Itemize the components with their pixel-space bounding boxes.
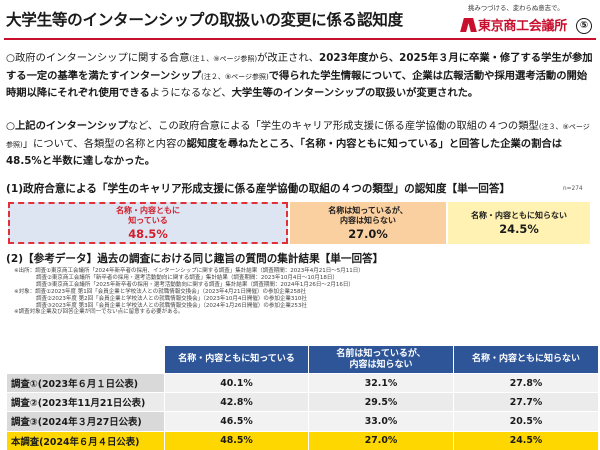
bar2-label-line1: 名称は知っているが、	[328, 205, 408, 215]
row-label: 本調査(2024年６月４日公表)	[6, 430, 165, 450]
row-label: 調査③(2024年３月27日公表)	[6, 411, 165, 432]
table-cell: 24.5%	[453, 430, 599, 450]
column-header-line: 名前は知っているが、	[336, 348, 426, 359]
bar3-value: 24.5%	[499, 221, 539, 236]
intro2-text-1: ○	[6, 120, 15, 132]
table-row: 調査①(2023年６月１日公表) 40.1% 32.1% 27.8%	[6, 372, 599, 394]
intro-paragraph-2: ○上記のインターンシップなど、この政府合意による「学生のキャリア形成支援に係る産…	[6, 118, 596, 170]
table-row-highlighted: 本調査(2024年６月４日公表) 48.5% 27.0% 24.5%	[6, 430, 599, 450]
bar-segment-unaware: 名称・内容ともに知らない 24.5%	[448, 202, 590, 244]
column-header: 名前は知っているが、 内容は知らない	[308, 345, 454, 374]
intro2-bold-2: 認知度を尋ねたところ、「名称・内容ともに知っている」と回答した企業の割合は48.…	[6, 137, 562, 168]
intro1-bold-2: で得られた学生情報について、企業は広報活動や採用選考活動の開始時期以降にそれぞれ…	[6, 69, 588, 100]
table-cell: 20.5%	[453, 411, 599, 432]
table-corner-cell	[6, 345, 165, 374]
page-number: ⑤	[576, 18, 592, 34]
page-header: 大学生等のインターンシップの取扱いの変更に係る認知度 挑みつづける、変わらぬ意志…	[0, 0, 600, 42]
table-row: 調査②(2023年11月21日公表) 42.8% 29.5% 27.7%	[6, 392, 599, 413]
title-underline	[4, 38, 596, 40]
column-header: 名称・内容ともに知らない	[453, 345, 599, 374]
intro1-note-1: (注１、⑨ページ参照)	[189, 55, 258, 63]
org-logo: 東京商工会議所	[460, 15, 567, 34]
note-line: ※対象：調査①2023年度 第1回「会員企業と学校法人との就職情報交換会」（20…	[14, 288, 306, 295]
note-line: ※調査対象企業及び回答企業が同一でない点に留意する必要がある。	[14, 309, 184, 316]
intro1-bold-1: 2023年度から、2025年３月に卒業・修了する学生が参加する一定の基準を満たす…	[6, 52, 593, 82]
table-cell: 27.0%	[308, 430, 454, 450]
bar3-label-line1: 名称・内容ともに知らない	[471, 210, 567, 220]
note-line: 調査②東京商工会議所「新卒者の採用・選考活動動向に関する調査」集計結果（調査期間…	[14, 274, 338, 281]
source-notes: ※出所：調査①東京商工会議所「2024年新卒者の採用、インターンシップに関する調…	[14, 268, 364, 316]
note-line: 調査③東京商工会議所「2025年新卒者の採用・選考活動動向に関する調査」集計結果…	[14, 281, 354, 288]
bar1-label-line2: 知っている	[128, 215, 168, 225]
row-label: 調査②(2023年11月21日公表)	[6, 392, 165, 413]
comparison-table: 名称・内容ともに知っている 名前は知っているが、 内容は知らない 名称・内容ともに…	[6, 345, 599, 450]
row-label: 調査①(2023年６月１日公表)	[6, 372, 165, 394]
section2-heading: (2)【参考データ】過去の調査における同じ趣旨の質問の集計結果【単一回答】	[6, 253, 384, 265]
bar-segment-aware-both: 名称・内容ともに 知っている 48.5%	[8, 202, 288, 244]
note-line: 調査②2023年度 第2回「会員企業と学校法人との就職情報交換会」（2023年1…	[14, 295, 307, 302]
intro1-text-3: ようになるなど、	[149, 87, 232, 100]
section1-heading: (1)政府合意による「学生のキャリア形成支援に係る産学協働の取組の４つの類型」の…	[6, 183, 511, 195]
table-header-row: 名称・内容ともに知っている 名前は知っているが、 内容は知らない 名称・内容ともに…	[6, 345, 599, 374]
sample-size-label: n=274	[563, 186, 583, 192]
bar2-value: 27.0%	[348, 226, 388, 241]
org-tagline: 挑みつづける、変わらぬ意志で。	[468, 4, 564, 12]
org-name: 東京商工会議所	[478, 19, 567, 34]
bar1-value: 48.5%	[128, 226, 168, 241]
intro-paragraph-1: ○政府のインターンシップに関する合意(注１、⑨ページ参照)が改正され、2023年…	[6, 50, 596, 102]
table-cell: 48.5%	[164, 430, 309, 450]
column-header: 名称・内容ともに知っている	[164, 345, 309, 374]
table-cell: 40.1%	[164, 372, 309, 394]
logo-mark-icon	[460, 17, 477, 32]
bar1-label-line1: 名称・内容ともに	[116, 205, 180, 215]
table-cell: 33.0%	[308, 411, 454, 432]
table-cell: 29.5%	[308, 392, 454, 413]
note-line: 調査③2023年度 第3回「会員企業と学校法人との就職情報交換会」（2024年1…	[14, 302, 307, 309]
intro1-text-1: ○政府のインターンシップに関する合意	[6, 52, 190, 64]
intro1-text-2: が改正され、	[257, 52, 320, 64]
bar-segment-name-only: 名称は知っているが、 内容は知らない 27.0%	[290, 202, 446, 244]
table-cell: 42.8%	[164, 392, 309, 413]
page-title: 大学生等のインターンシップの取扱いの変更に係る認知度	[6, 11, 403, 29]
note-line: ※出所：調査①東京商工会議所「2024年新卒者の採用、インターンシップに関する調…	[14, 268, 364, 274]
intro2-text-2: など、この政府合意による「学生のキャリア形成支援に係る産学協働の取組の４つの類型	[127, 120, 539, 132]
intro2-note-1: (注３、⑨ページ参照)	[6, 123, 590, 149]
table-cell: 32.1%	[308, 372, 454, 394]
table-cell: 27.7%	[453, 392, 599, 413]
intro1-bold-3: 大学生等のインターンシップの取扱いが変更された。	[231, 87, 479, 100]
intro2-bold-1: 上記のインターンシップ	[15, 120, 128, 132]
intro1-note-2: (注２、⑨ページ参照)	[201, 72, 269, 81]
column-header-line: 内容は知らない	[349, 359, 413, 370]
bar2-label-line2: 内容は知らない	[340, 215, 396, 225]
table-cell: 27.8%	[453, 372, 599, 394]
intro2-text-3: 」について、各類型の名称と内容の	[22, 137, 187, 150]
table-cell: 46.5%	[164, 411, 309, 432]
table-row: 調査③(2024年３月27日公表) 46.5% 33.0% 20.5%	[6, 411, 599, 432]
